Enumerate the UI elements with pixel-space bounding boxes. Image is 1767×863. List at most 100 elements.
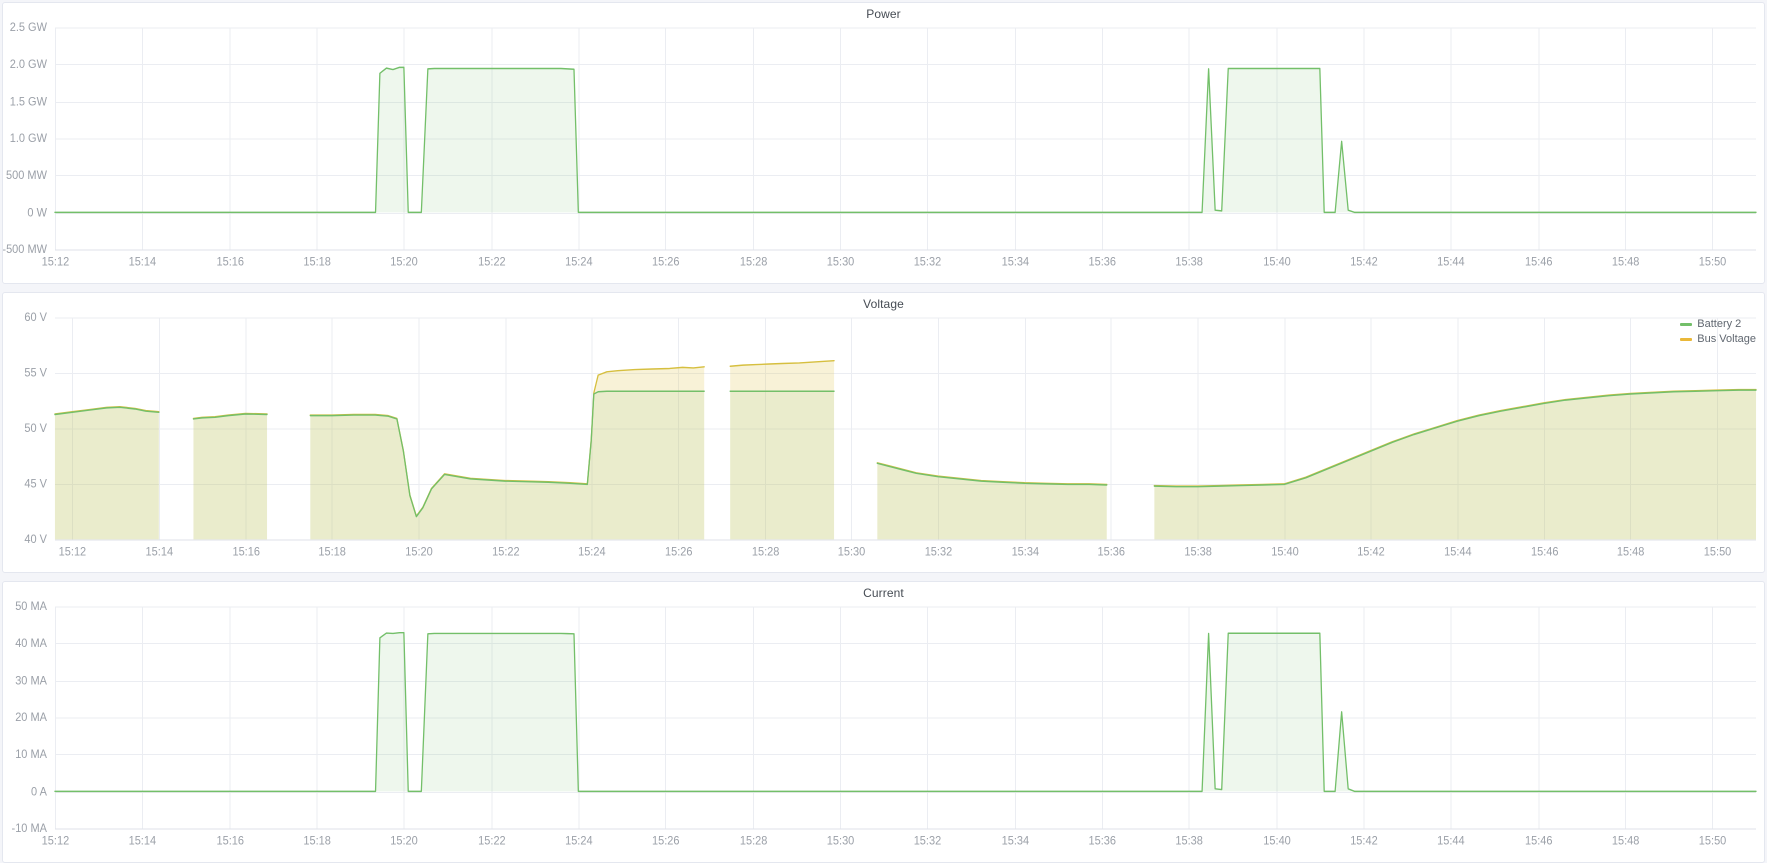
x-axis-tick-label: 15:24: [565, 834, 593, 848]
x-axis-tick-label: 15:30: [838, 545, 865, 559]
plot-area-current[interactable]: -10 MA 0 A 10 MA 20 MA 30 MA 40 MA 50 MA 15:12 1…: [3, 582, 1764, 862]
series-line-battery-2: [192, 412, 268, 420]
y-axis-tick-label: 2.5 GW: [10, 21, 47, 35]
x-axis-tick-label: 15:26: [652, 834, 679, 848]
x-axis-tick-label: 15:44: [1444, 545, 1472, 559]
series-area-battery-2: [193, 413, 268, 540]
legend-swatch-battery-2: [1680, 322, 1693, 326]
x-axis-tick-label: 15:28: [740, 255, 767, 269]
x-axis-tick-label: 15:30: [827, 834, 854, 848]
y-axis-tick-label: -10 MA: [12, 822, 48, 836]
legend-voltage[interactable]: Battery 2 Bus Voltage: [1680, 317, 1756, 347]
series-area-power: [54, 67, 1757, 213]
y-axis-tick-label: -500 MW: [3, 243, 47, 257]
x-axis-tick-label: 15:30: [827, 255, 854, 269]
x-axis-tick-label: 15:26: [652, 255, 679, 269]
x-axis-tick-label: 15:40: [1263, 255, 1290, 269]
y-axis-tick-label: 50 MA: [15, 600, 47, 614]
x-axis-tick-label: 15:22: [478, 255, 505, 269]
x-axis-tick-label: 15:16: [232, 545, 259, 559]
x-axis-tick-label: 15:18: [318, 545, 345, 559]
x-axis-tick-label: 15:24: [565, 255, 593, 269]
y-axis-tick-label: 50 V: [24, 421, 47, 435]
chart-svg-current[interactable]: -10 MA 0 A 10 MA 20 MA 30 MA 40 MA 50 MA 15:12 1…: [3, 582, 1764, 862]
y-axis-tick-label: 1.5 GW: [10, 95, 47, 109]
legend-item-bus-voltage[interactable]: Bus Voltage: [1680, 332, 1756, 347]
series-area-bus-voltage: [310, 366, 705, 540]
panel-voltage[interactable]: Voltage 40 V 45 V 50 V 55 V 60 V 15:12 15:14 15…: [2, 291, 1765, 574]
x-axis-tick-label: 15:20: [390, 834, 417, 848]
x-axis-tick-label: 15:28: [752, 545, 779, 559]
x-axis-tick-label: 15:26: [665, 545, 692, 559]
x-axis-tick-label: 15:12: [42, 255, 69, 269]
x-axis-tick-label: 15:16: [216, 255, 243, 269]
x-axis-tick-label: 15:12: [42, 834, 69, 848]
y-axis-tick-label: 1.0 GW: [10, 132, 47, 146]
series-line-battery-2: [876, 462, 1108, 486]
x-axis-tick-label: 15:18: [303, 255, 330, 269]
series-area-current: [54, 633, 1757, 792]
x-axis-tick-label: 15:48: [1612, 834, 1639, 848]
y-axis-tick-label: 55 V: [24, 366, 47, 380]
panel-power[interactable]: Power -500 MW 0 W 500 MW 1.0 GW 1.5 GW 2.0 GW…: [2, 2, 1765, 284]
chart-svg-power[interactable]: -500 MW 0 W 500 MW 1.0 GW 1.5 GW 2.0 GW 2.5 GW…: [3, 3, 1764, 283]
x-axis-tick-label: 15:14: [146, 545, 174, 559]
legend-item-battery-2[interactable]: Battery 2: [1680, 317, 1756, 332]
x-axis-tick-label: 15:22: [478, 834, 505, 848]
y-axis-tick-label: 10 MA: [15, 748, 47, 762]
x-axis-tick-label: 15:22: [492, 545, 519, 559]
series-area-battery-2: [877, 463, 1107, 540]
series-area-battery-2: [310, 390, 705, 540]
x-axis-tick-label: 15:42: [1350, 255, 1377, 269]
y-axis-tick-label: 60 V: [24, 310, 47, 324]
chart-svg-voltage[interactable]: 40 V 45 V 50 V 55 V 60 V 15:12 15:14 15:16 15:18…: [3, 293, 1764, 573]
series-line-current: [54, 632, 1757, 793]
x-axis-tick-label: 15:20: [405, 545, 432, 559]
x-axis-tick-label: 15:12: [59, 545, 86, 559]
series-line-battery-2: [1153, 389, 1757, 488]
x-axis-tick-label: 15:36: [1089, 834, 1116, 848]
y-axis-tick-label: 45 V: [24, 477, 47, 491]
x-axis-tick-label: 15:16: [216, 834, 243, 848]
plot-area-power[interactable]: -500 MW 0 W 500 MW 1.0 GW 1.5 GW 2.0 GW 2.5 GW…: [3, 3, 1764, 283]
x-axis-tick-label: 15:34: [1012, 545, 1040, 559]
series-area-battery-2: [54, 406, 159, 540]
x-axis-tick-label: 15:32: [914, 834, 941, 848]
x-axis-tick-label: 15:38: [1175, 255, 1202, 269]
x-axis-tick-label: 15:36: [1089, 255, 1116, 269]
series-line-battery-2: [309, 390, 705, 518]
x-axis-tick-label: 15:38: [1184, 545, 1211, 559]
x-axis-tick-label: 15:50: [1704, 545, 1731, 559]
x-axis-tick-label: 15:44: [1437, 834, 1465, 848]
series-line-bus-voltage: [729, 359, 835, 367]
x-axis-tick-label: 15:50: [1699, 834, 1726, 848]
plot-area-voltage[interactable]: 40 V 45 V 50 V 55 V 60 V 15:12 15:14 15:16 15:18…: [3, 293, 1764, 573]
x-axis-tick-label: 15:18: [303, 834, 330, 848]
series-area-bus-voltage: [54, 406, 159, 540]
series-area-battery-2: [730, 390, 835, 540]
y-axis-tick-label: 40 MA: [15, 637, 47, 651]
series-area-bus-voltage: [877, 462, 1107, 540]
x-axis-tick-label: 15:28: [740, 834, 767, 848]
series-area-bus-voltage: [193, 413, 268, 540]
x-axis-tick-label: 15:20: [390, 255, 417, 269]
x-axis-tick-label: 15:40: [1263, 834, 1290, 848]
x-axis-tick-label: 15:48: [1612, 255, 1639, 269]
legend-label-bus-voltage: Bus Voltage: [1697, 332, 1756, 345]
legend-swatch-bus-voltage: [1680, 337, 1693, 341]
legend-label-battery-2: Battery 2: [1697, 317, 1742, 330]
series-area-bus-voltage: [1154, 389, 1757, 540]
x-axis-tick-label: 15:32: [925, 545, 952, 559]
panel-current[interactable]: Current -10 MA 0 A 10 MA 20 MA 30 MA 40 MA 50 …: [2, 581, 1765, 863]
x-axis-tick-label: 15:44: [1437, 255, 1465, 269]
y-axis-tick-label: 30 MA: [15, 674, 47, 688]
x-axis-tick-label: 15:46: [1525, 834, 1552, 848]
y-axis-tick-label: 40 V: [24, 532, 47, 546]
x-axis-tick-label: 15:46: [1531, 545, 1558, 559]
series-line-battery-2: [54, 406, 160, 415]
x-axis-tick-label: 15:14: [129, 834, 157, 848]
x-axis-tick-label: 15:24: [578, 545, 606, 559]
x-axis-tick-label: 15:34: [1002, 834, 1030, 848]
y-axis-tick-label: 2.0 GW: [10, 57, 47, 71]
